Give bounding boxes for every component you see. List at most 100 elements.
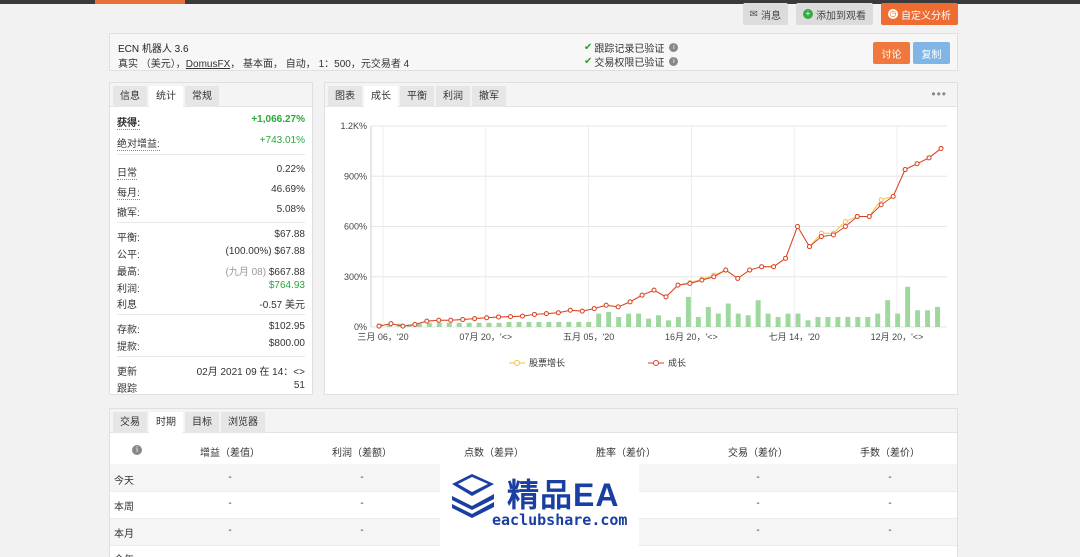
interest-value: -0.57 美元 [259, 300, 305, 311]
profit-row: 利润: $764.93 [117, 280, 305, 295]
monthly-row: 每月: 46.69% [117, 184, 305, 200]
cell-value: - [360, 525, 364, 536]
legend-growth[interactable]: 成长 [648, 356, 686, 369]
col-profit[interactable]: 利润（差额） [332, 448, 392, 459]
highest-label: 最高: [117, 267, 140, 278]
bar [745, 315, 751, 327]
bar [675, 316, 681, 327]
bar [486, 322, 492, 327]
logo-icon [452, 474, 494, 518]
equity-pct: (100.00%) [225, 246, 272, 257]
broker-link[interactable]: DomusFX [185, 59, 231, 70]
y-tick-label: 300% [344, 272, 367, 282]
cell-value: - [888, 525, 892, 536]
info-icon[interactable]: i [132, 445, 142, 455]
table-tabs: 交易 时期 目标 浏览器 [110, 409, 957, 433]
account-title: ECN 机器人 3.6 [118, 44, 189, 55]
trading-privileges-verified: ✔ 交易权限已验证 i [584, 54, 679, 69]
divider [117, 222, 305, 223]
growth-point [878, 202, 884, 208]
equity-line [378, 148, 942, 327]
drawdown-value: 5.08% [276, 204, 305, 215]
watermark-url: eaclubshare.com [492, 511, 628, 529]
tab-trades[interactable]: 交易 [113, 412, 147, 433]
x-tick-label: 五月 05，'20 [563, 332, 614, 342]
bar [436, 322, 442, 327]
bar [656, 315, 661, 327]
bar [725, 303, 731, 327]
col-trades[interactable]: 交易（差价） [728, 448, 788, 459]
bar [636, 313, 642, 327]
chart-panel: 图表 成长 平衡 利润 撤军 ••• 0% 300% 600% 900% 1.2K% 三月… [324, 82, 958, 395]
bar [526, 321, 532, 327]
bar [596, 313, 602, 327]
equity-legend-swatch [509, 359, 525, 366]
verify2-label: 交易权限已验证 [594, 58, 665, 69]
info-icon[interactable]: i [669, 43, 679, 52]
top-bar [0, 0, 1080, 4]
bar [586, 321, 592, 327]
tab-profit[interactable]: 利润 [436, 86, 470, 107]
cell-value: - [756, 498, 760, 509]
growth-point [723, 267, 729, 273]
growth-point [412, 321, 418, 327]
more-options-icon[interactable]: ••• [931, 87, 947, 101]
add-watch-button[interactable]: + 添加到观看 [796, 3, 873, 25]
tracking-row: 跟踪 51 [117, 380, 305, 395]
bar [456, 322, 462, 327]
tab-general[interactable]: 常规 [185, 86, 219, 107]
bar [476, 322, 482, 327]
tab-goals[interactable]: 目标 [185, 412, 219, 433]
legend-equity[interactable]: 股票增长 [509, 356, 565, 369]
tab-period[interactable]: 时期 [149, 412, 183, 433]
cell-value: - [228, 525, 232, 536]
watermark: 精品EA eaclubshare.com [440, 462, 639, 557]
growth-point [842, 224, 848, 229]
growth-point [783, 255, 789, 261]
interest-label: 利息 [117, 300, 137, 311]
col-gain[interactable]: 增益（差值） [200, 448, 260, 459]
growth-point [400, 323, 406, 329]
col-winrate[interactable]: 胜率（差价） [596, 448, 656, 459]
tab-stats[interactable]: 统计 [149, 86, 183, 107]
growth-point [890, 193, 896, 199]
bar [556, 321, 562, 327]
growth-chart: 0% 300% 600% 900% 1.2K% 三月 06，'20 07月 20，'<> 五月… [340, 121, 947, 342]
discuss-button[interactable]: 讨论 [873, 42, 910, 64]
y-tick-label: 900% [344, 171, 367, 181]
tab-chart[interactable]: 图表 [328, 86, 362, 107]
balance-label: 平衡: [117, 233, 140, 244]
highest-value: $667.88 [268, 267, 305, 278]
tab-info[interactable]: 信息 [113, 86, 147, 107]
tab-balance[interactable]: 平衡 [400, 86, 434, 107]
bar [626, 313, 632, 327]
tracking-value: 51 [293, 380, 305, 391]
col-pips[interactable]: 点数（差异） [464, 448, 524, 459]
bar [855, 316, 861, 327]
tab-browser[interactable]: 浏览器 [221, 412, 265, 433]
growth-point [735, 275, 741, 281]
bar [546, 321, 552, 327]
updated-label: 更新 [117, 367, 137, 378]
message-button[interactable]: ✉ 消息 [742, 3, 788, 25]
growth-point [543, 311, 549, 317]
growth-point [579, 308, 585, 314]
balance-row: 平衡: $67.88 [117, 229, 305, 244]
drawdown-label: 撤军: [117, 208, 140, 219]
bar [705, 306, 711, 327]
growth-point [424, 318, 430, 324]
verify1-label: 跟踪记录已验证 [594, 44, 665, 55]
col-lots[interactable]: 手数（差价） [860, 448, 920, 459]
drawdown-row: 撤军: 5.08% [117, 204, 305, 219]
message-label: 消息 [761, 10, 781, 22]
tab-growth[interactable]: 成长 [364, 86, 398, 107]
stats-tabs: 信息 统计 常规 [110, 83, 312, 107]
info-icon[interactable]: i [669, 57, 679, 66]
bar [935, 306, 940, 327]
x-tick-label: 12月 20，'<> [871, 332, 924, 342]
custom-analysis-button[interactable]: ◷ 自定义分析 [881, 3, 958, 25]
tab-drawdown[interactable]: 撤军 [472, 86, 506, 107]
growth-point [938, 145, 944, 151]
copy-button[interactable]: 复制 [913, 42, 950, 64]
growth-point [519, 313, 525, 319]
